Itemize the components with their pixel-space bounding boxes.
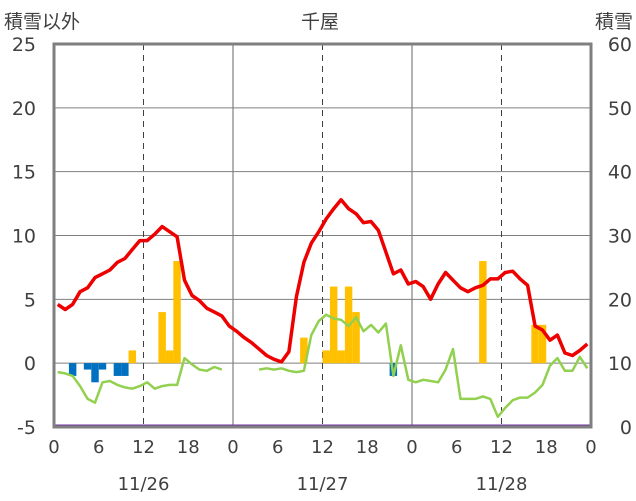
precipitation-bar <box>322 350 330 364</box>
x-tick-label: 12 <box>311 437 334 458</box>
date-label: 11/28 <box>476 474 528 495</box>
left-tick-label: 25 <box>12 34 36 56</box>
date-label: 11/27 <box>297 474 349 495</box>
x-tick-label: 18 <box>535 437 558 458</box>
right-tick-label: 50 <box>608 98 632 120</box>
x-tick-label: 18 <box>356 437 379 458</box>
x-axis: 0 6 12 18 0 6 12 18 0 6 12 18 0 <box>48 437 596 458</box>
precipitation-bar <box>479 261 487 364</box>
right-tick-label: 20 <box>608 289 632 311</box>
precipitation-bar <box>337 350 345 364</box>
x-tick-label: 18 <box>177 437 200 458</box>
right-axis-label: 積雪 <box>595 11 633 33</box>
snow_diff_negative-bar <box>91 363 99 383</box>
wind-line <box>258 313 589 419</box>
right-tick-label: 30 <box>608 226 632 248</box>
left-tick-label: 20 <box>12 98 36 120</box>
right-tick-label: 40 <box>608 162 632 184</box>
right-axis: 0 10 20 30 40 50 60 <box>608 34 632 439</box>
snow_diff_negative-bar <box>68 363 77 376</box>
date-label: 11/26 <box>118 474 170 495</box>
precipitation-bar <box>173 261 181 364</box>
x-tick-label: 6 <box>93 437 104 458</box>
grid <box>54 44 591 427</box>
precipitation-bar <box>538 324 547 364</box>
x-tick-label: 0 <box>585 437 596 458</box>
precipitation-bar <box>352 312 360 364</box>
x-tick-label: 6 <box>451 437 462 458</box>
x-tick-label: 0 <box>406 437 417 458</box>
precipitation-bar <box>158 312 166 364</box>
left-tick-label: 5 <box>24 289 36 311</box>
precipitation-bar <box>300 337 308 364</box>
precipitation-bar <box>128 350 137 364</box>
x-tick-label: 6 <box>272 437 283 458</box>
snow_diff_negative-bar <box>113 363 122 376</box>
snow_diff_negative-bar <box>83 363 92 370</box>
right-tick-label: 60 <box>608 34 632 56</box>
left-axis: -5 0 5 10 15 20 25 <box>12 34 36 439</box>
x-tick-label: 0 <box>227 437 238 458</box>
left-tick-label: 0 <box>24 353 36 375</box>
left-tick-label: 10 <box>12 226 36 248</box>
x-tick-label: 0 <box>48 437 59 458</box>
precipitation-bar <box>165 350 174 364</box>
wind-line <box>57 356 223 404</box>
left-tick-label: 15 <box>12 162 36 184</box>
plot-frame <box>52 42 593 429</box>
x-tick-label: 12 <box>132 437 155 458</box>
date-labels: 11/26 11/27 11/28 <box>118 474 528 495</box>
left-axis-label: 積雪以外 <box>4 11 80 33</box>
left-tick-label: -5 <box>17 417 36 439</box>
precipitation-bar <box>329 286 338 364</box>
temperature-line <box>56 198 589 364</box>
right-tick-label: 10 <box>608 353 632 375</box>
snow_diff_negative-bar <box>121 363 129 376</box>
snow_diff_negative-bar <box>98 363 107 370</box>
chart-title: 千屋 <box>301 11 339 33</box>
right-tick-label: 0 <box>620 417 632 439</box>
bars-layer <box>68 261 547 383</box>
precipitation-bar <box>531 324 539 364</box>
x-tick-label: 12 <box>490 437 513 458</box>
